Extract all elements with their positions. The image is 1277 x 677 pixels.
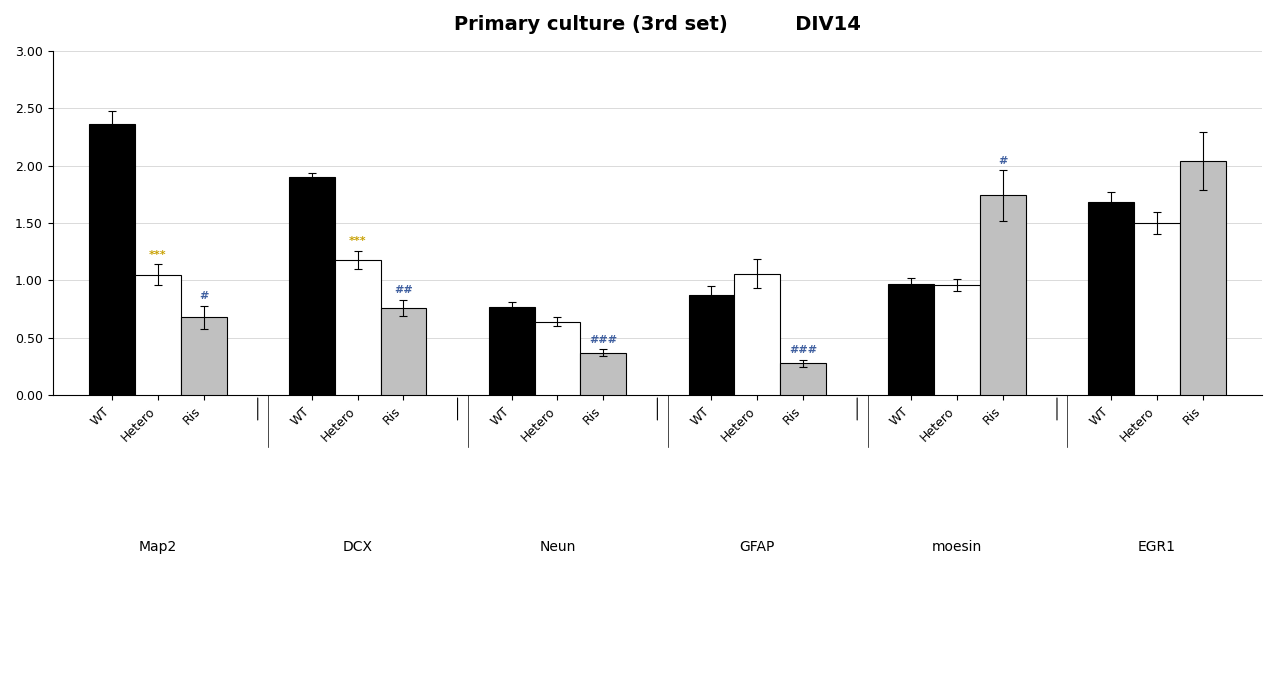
Text: ***: *** bbox=[149, 250, 166, 260]
Text: EGR1: EGR1 bbox=[1138, 540, 1176, 554]
Bar bbox=[1180, 161, 1226, 395]
Bar bbox=[1134, 223, 1180, 395]
Text: moesin: moesin bbox=[932, 540, 982, 554]
Bar bbox=[734, 274, 780, 395]
Bar bbox=[979, 196, 1025, 395]
Bar bbox=[780, 363, 826, 395]
Bar bbox=[535, 322, 580, 395]
Text: ###: ### bbox=[789, 345, 817, 355]
Text: ##: ## bbox=[395, 285, 412, 295]
Title: Primary culture (3rd set)          DIV14: Primary culture (3rd set) DIV14 bbox=[453, 15, 861, 34]
Bar bbox=[580, 353, 626, 395]
Text: DCX: DCX bbox=[342, 540, 373, 554]
Bar bbox=[688, 295, 734, 395]
Text: ***: *** bbox=[349, 236, 366, 246]
Text: #: # bbox=[199, 291, 208, 301]
Bar bbox=[1088, 202, 1134, 395]
Text: Neun: Neun bbox=[539, 540, 576, 554]
Text: GFAP: GFAP bbox=[739, 540, 775, 554]
Bar bbox=[335, 260, 381, 395]
Bar bbox=[289, 177, 335, 395]
Bar bbox=[135, 275, 181, 395]
Bar bbox=[381, 308, 427, 395]
Bar bbox=[181, 317, 226, 395]
Bar bbox=[89, 125, 135, 395]
Text: #: # bbox=[999, 156, 1008, 166]
Bar bbox=[889, 284, 935, 395]
Bar bbox=[489, 307, 535, 395]
Text: Map2: Map2 bbox=[139, 540, 178, 554]
Bar bbox=[935, 285, 979, 395]
Text: ###: ### bbox=[589, 334, 617, 345]
